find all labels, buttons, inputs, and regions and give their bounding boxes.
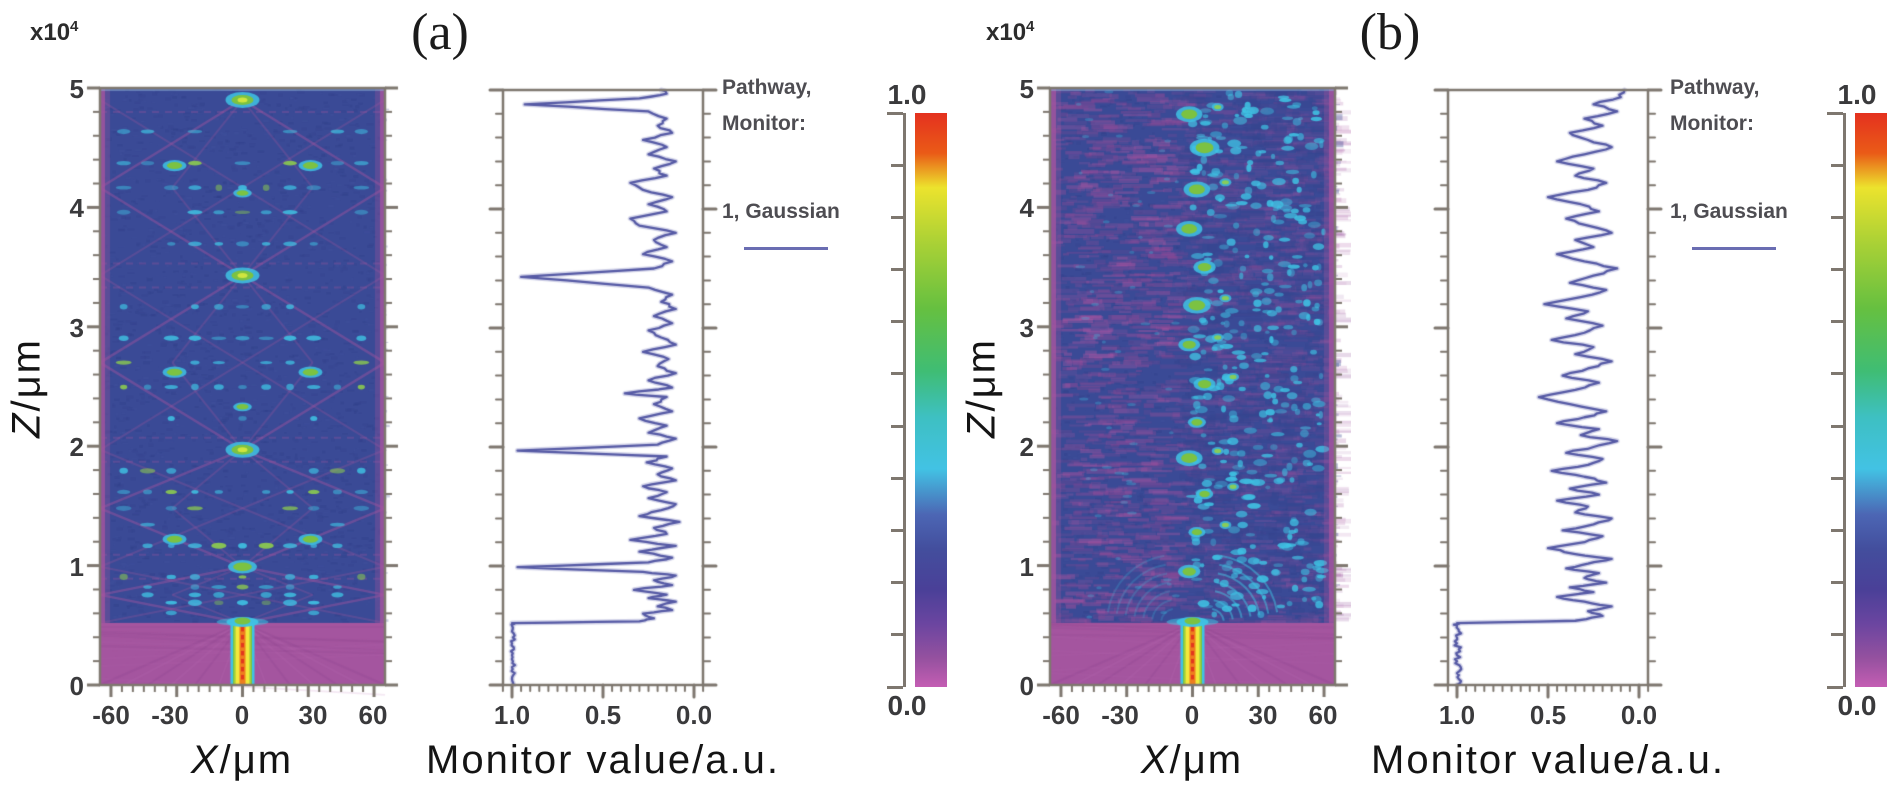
- colorbar-tick: [891, 163, 903, 167]
- y-tick-label: 3: [1019, 313, 1034, 343]
- x-tick-label: 0: [1184, 700, 1200, 730]
- colorbar-tick: [887, 685, 903, 689]
- legend-header-line1-b: Pathway,: [1670, 76, 1760, 99]
- y-tick-label: 0: [1019, 671, 1034, 701]
- panel-a-title: (a): [411, 4, 469, 61]
- legend-header-line2-b: Monitor:: [1670, 112, 1754, 135]
- x-axis-label-b: X/μm: [1042, 736, 1342, 784]
- colorbar-tick: [891, 476, 903, 480]
- y-tick-label: 0: [69, 671, 84, 701]
- monitor-tick-label: 0.0: [675, 700, 713, 730]
- colorbar-min-label-b: 0.0: [1837, 690, 1877, 721]
- x-tick-label: 60: [1308, 700, 1338, 730]
- x-tick-label: -60: [1042, 700, 1080, 730]
- colorbar-tick: [891, 320, 903, 324]
- field-heatmap-a: [84, 72, 401, 701]
- y-tick-label: 2: [69, 432, 84, 462]
- y-exponent-base-a: x10: [30, 19, 71, 46]
- z-axis-label-b: Z/μm: [960, 338, 1005, 438]
- colorbar-max-label-b: 1.0: [1837, 79, 1877, 110]
- colorbar-tick: [1831, 320, 1843, 324]
- colorbar-tick: [1831, 528, 1843, 532]
- colorbar-tick: [891, 268, 903, 272]
- colorbar-tick: [887, 111, 903, 115]
- colorbar-tick: [1831, 633, 1843, 637]
- z-axis-unit-b: /μm: [959, 338, 1004, 412]
- y-tick-label: 4: [69, 193, 84, 223]
- monitor-tick-label: 0.5: [584, 700, 622, 730]
- y-exponent-base-b: x10: [986, 19, 1027, 46]
- monitor-plot-a: [487, 74, 719, 701]
- x-axis-unit-a: /μm: [219, 738, 294, 782]
- colorbar-tick: [891, 633, 903, 637]
- colorbar-tick: [891, 581, 903, 585]
- colorbar-tick: [1831, 268, 1843, 272]
- y-exponent-power-b: 4: [1026, 18, 1035, 35]
- monitor-tick-label: 1.0: [493, 700, 531, 730]
- colorbar-tick: [891, 528, 903, 532]
- monitor-tick-label: 1.0: [1438, 700, 1476, 730]
- z-axis-label-a: Z/μm: [5, 338, 50, 438]
- colorbar-tick: [1831, 372, 1843, 376]
- y-tick-label: 2: [1019, 432, 1034, 462]
- x-tick-label: -30: [151, 700, 189, 730]
- x-axis-label-a: X/μm: [92, 736, 392, 784]
- z-axis-var-a: Z: [4, 411, 49, 438]
- x-axis-var-a: X: [190, 738, 220, 782]
- y-exponent-a: x104: [30, 18, 78, 47]
- y-tick-label: 5: [1019, 74, 1034, 104]
- y-exponent-power-a: 4: [70, 18, 79, 35]
- monitor-plot-b: [1432, 74, 1664, 701]
- colorbar-tick: [891, 372, 903, 376]
- y-tick-label: 4: [1019, 193, 1034, 223]
- colorbar-max-label-a: 1.0: [887, 79, 927, 110]
- colorbar-min-label-a: 0.0: [887, 690, 927, 721]
- colorbar-tick: [1831, 424, 1843, 428]
- z-axis-unit-a: /μm: [4, 338, 49, 412]
- y-exponent-b: x104: [986, 18, 1034, 47]
- legend-entry-b: 1, Gaussian: [1670, 200, 1788, 223]
- colorbar-b: [1855, 113, 1887, 687]
- y-tick-label: 1: [69, 552, 84, 582]
- x-tick-label: -60: [92, 700, 130, 730]
- colorbar-tick: [1831, 215, 1843, 219]
- z-axis-var-b: Z: [959, 411, 1004, 438]
- colorbar-tick: [1831, 581, 1843, 585]
- x-tick-label: 30: [298, 700, 328, 730]
- legend-line-swatch-a: [744, 247, 828, 250]
- colorbar-tick: [1831, 163, 1843, 167]
- x-tick-label: 30: [1248, 700, 1278, 730]
- colorbar-tick: [1827, 111, 1843, 115]
- monitor-axis-label-b: Monitor value/a.u.: [1371, 738, 1725, 782]
- x-axis-var-b: X: [1140, 738, 1170, 782]
- x-tick-label: 60: [358, 700, 388, 730]
- x-tick-label: -30: [1101, 700, 1139, 730]
- legend-line-swatch-b: [1692, 247, 1776, 250]
- y-tick-label: 1: [1019, 552, 1034, 582]
- monitor-tick-label: 0.5: [1529, 700, 1567, 730]
- panel-b-title: (b): [1359, 4, 1421, 61]
- colorbar-tick: [1831, 476, 1843, 480]
- x-tick-label: 0: [234, 700, 250, 730]
- y-tick-label: 3: [69, 313, 84, 343]
- colorbar-tick: [891, 215, 903, 219]
- legend-header-line2-a: Monitor:: [722, 112, 806, 135]
- monitor-axis-label-a: Monitor value/a.u.: [426, 738, 780, 782]
- legend-entry-a: 1, Gaussian: [722, 200, 840, 223]
- monitor-tick-label: 0.0: [1620, 700, 1658, 730]
- field-heatmap-b: [1034, 72, 1351, 701]
- colorbar-axis: [903, 113, 906, 687]
- legend-header-line1-a: Pathway,: [722, 76, 812, 99]
- colorbar-tick: [891, 424, 903, 428]
- y-tick-label: 5: [69, 74, 84, 104]
- x-axis-unit-b: /μm: [1169, 738, 1244, 782]
- colorbar-a: [915, 113, 947, 687]
- colorbar-tick: [1827, 685, 1843, 689]
- colorbar-axis: [1843, 113, 1846, 687]
